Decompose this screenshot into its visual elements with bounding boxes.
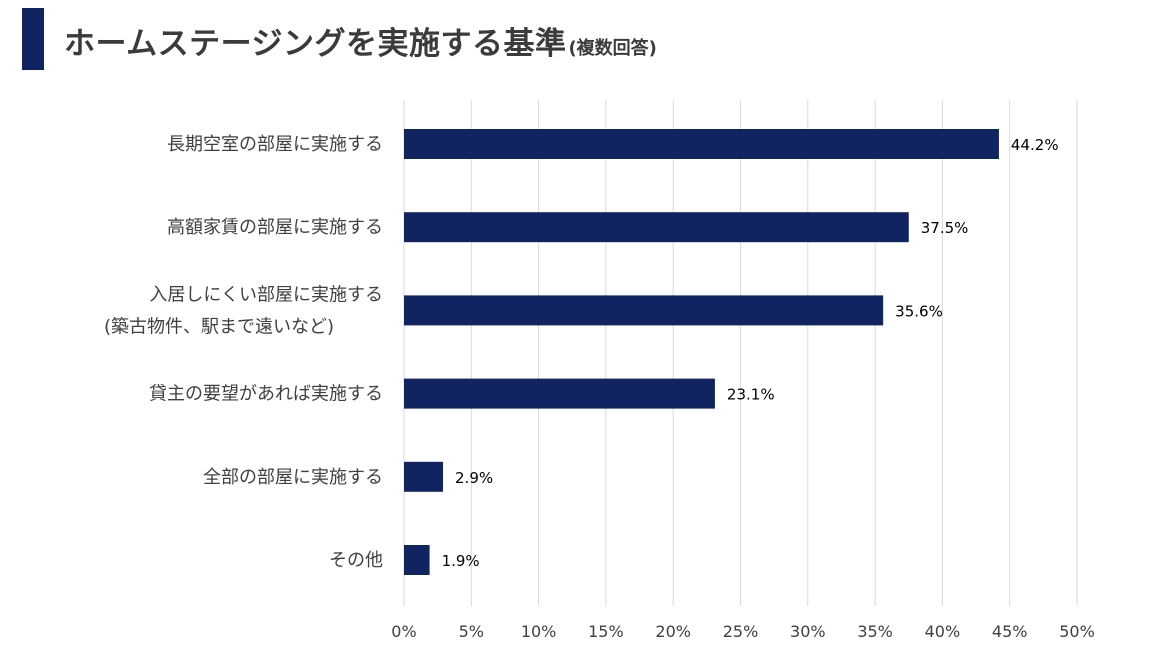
- data-label: 2.9%: [455, 469, 493, 487]
- chart-title-main: ホームステージングを実施する基準: [64, 26, 567, 62]
- data-label: 37.5%: [921, 219, 969, 237]
- title-accent-bar: [22, 8, 44, 70]
- category-label: 入居しにくい部屋に実施する: [149, 284, 383, 305]
- category-label: 高額家賃の部屋に実施する: [167, 217, 383, 238]
- category-label: 貸主の要望があれば実施する: [149, 384, 383, 405]
- bar: [404, 461, 444, 492]
- data-label: 23.1%: [727, 386, 775, 404]
- bar: [404, 378, 715, 409]
- data-label: 44.2%: [1011, 136, 1059, 154]
- category-label: 長期空室の部屋に実施する: [167, 134, 383, 155]
- bar: [404, 295, 884, 326]
- category-label: その他: [329, 550, 383, 571]
- x-tick-label: 10%: [521, 622, 557, 641]
- bar: [404, 129, 999, 159]
- x-tick-label: 0%: [391, 622, 416, 641]
- gridlines: [403, 100, 1078, 606]
- x-tick-label: 45%: [992, 622, 1028, 641]
- bars: [404, 129, 999, 575]
- x-tick-label: 40%: [925, 622, 961, 641]
- chart-title-sub: (複数回答): [568, 38, 657, 59]
- x-tick-label: 25%: [723, 622, 759, 641]
- x-tick-label: 35%: [857, 622, 893, 641]
- value-labels: 44.2% 37.5% 35.6% 23.1% 2.9% 1.9%: [442, 136, 1059, 570]
- chart-title: ホームステージングを実施する基準 (複数回答): [64, 18, 657, 64]
- x-axis-labels: 0% 5% 10% 15% 20% 25% 30% 35% 40% 45% 50%: [391, 622, 1094, 641]
- bar: [404, 212, 909, 243]
- category-label: 全部の部屋に実施する: [203, 467, 383, 488]
- x-tick-label: 15%: [588, 622, 624, 641]
- x-tick-label: 50%: [1059, 622, 1095, 641]
- x-tick-label: 5%: [459, 622, 484, 641]
- x-tick-label: 20%: [655, 622, 691, 641]
- data-label: 35.6%: [895, 302, 943, 320]
- x-tick-label: 30%: [790, 622, 826, 641]
- data-label: 1.9%: [442, 552, 480, 570]
- category-label: (築古物件、駅まで遠いなど): [104, 316, 334, 337]
- bar: [404, 545, 430, 575]
